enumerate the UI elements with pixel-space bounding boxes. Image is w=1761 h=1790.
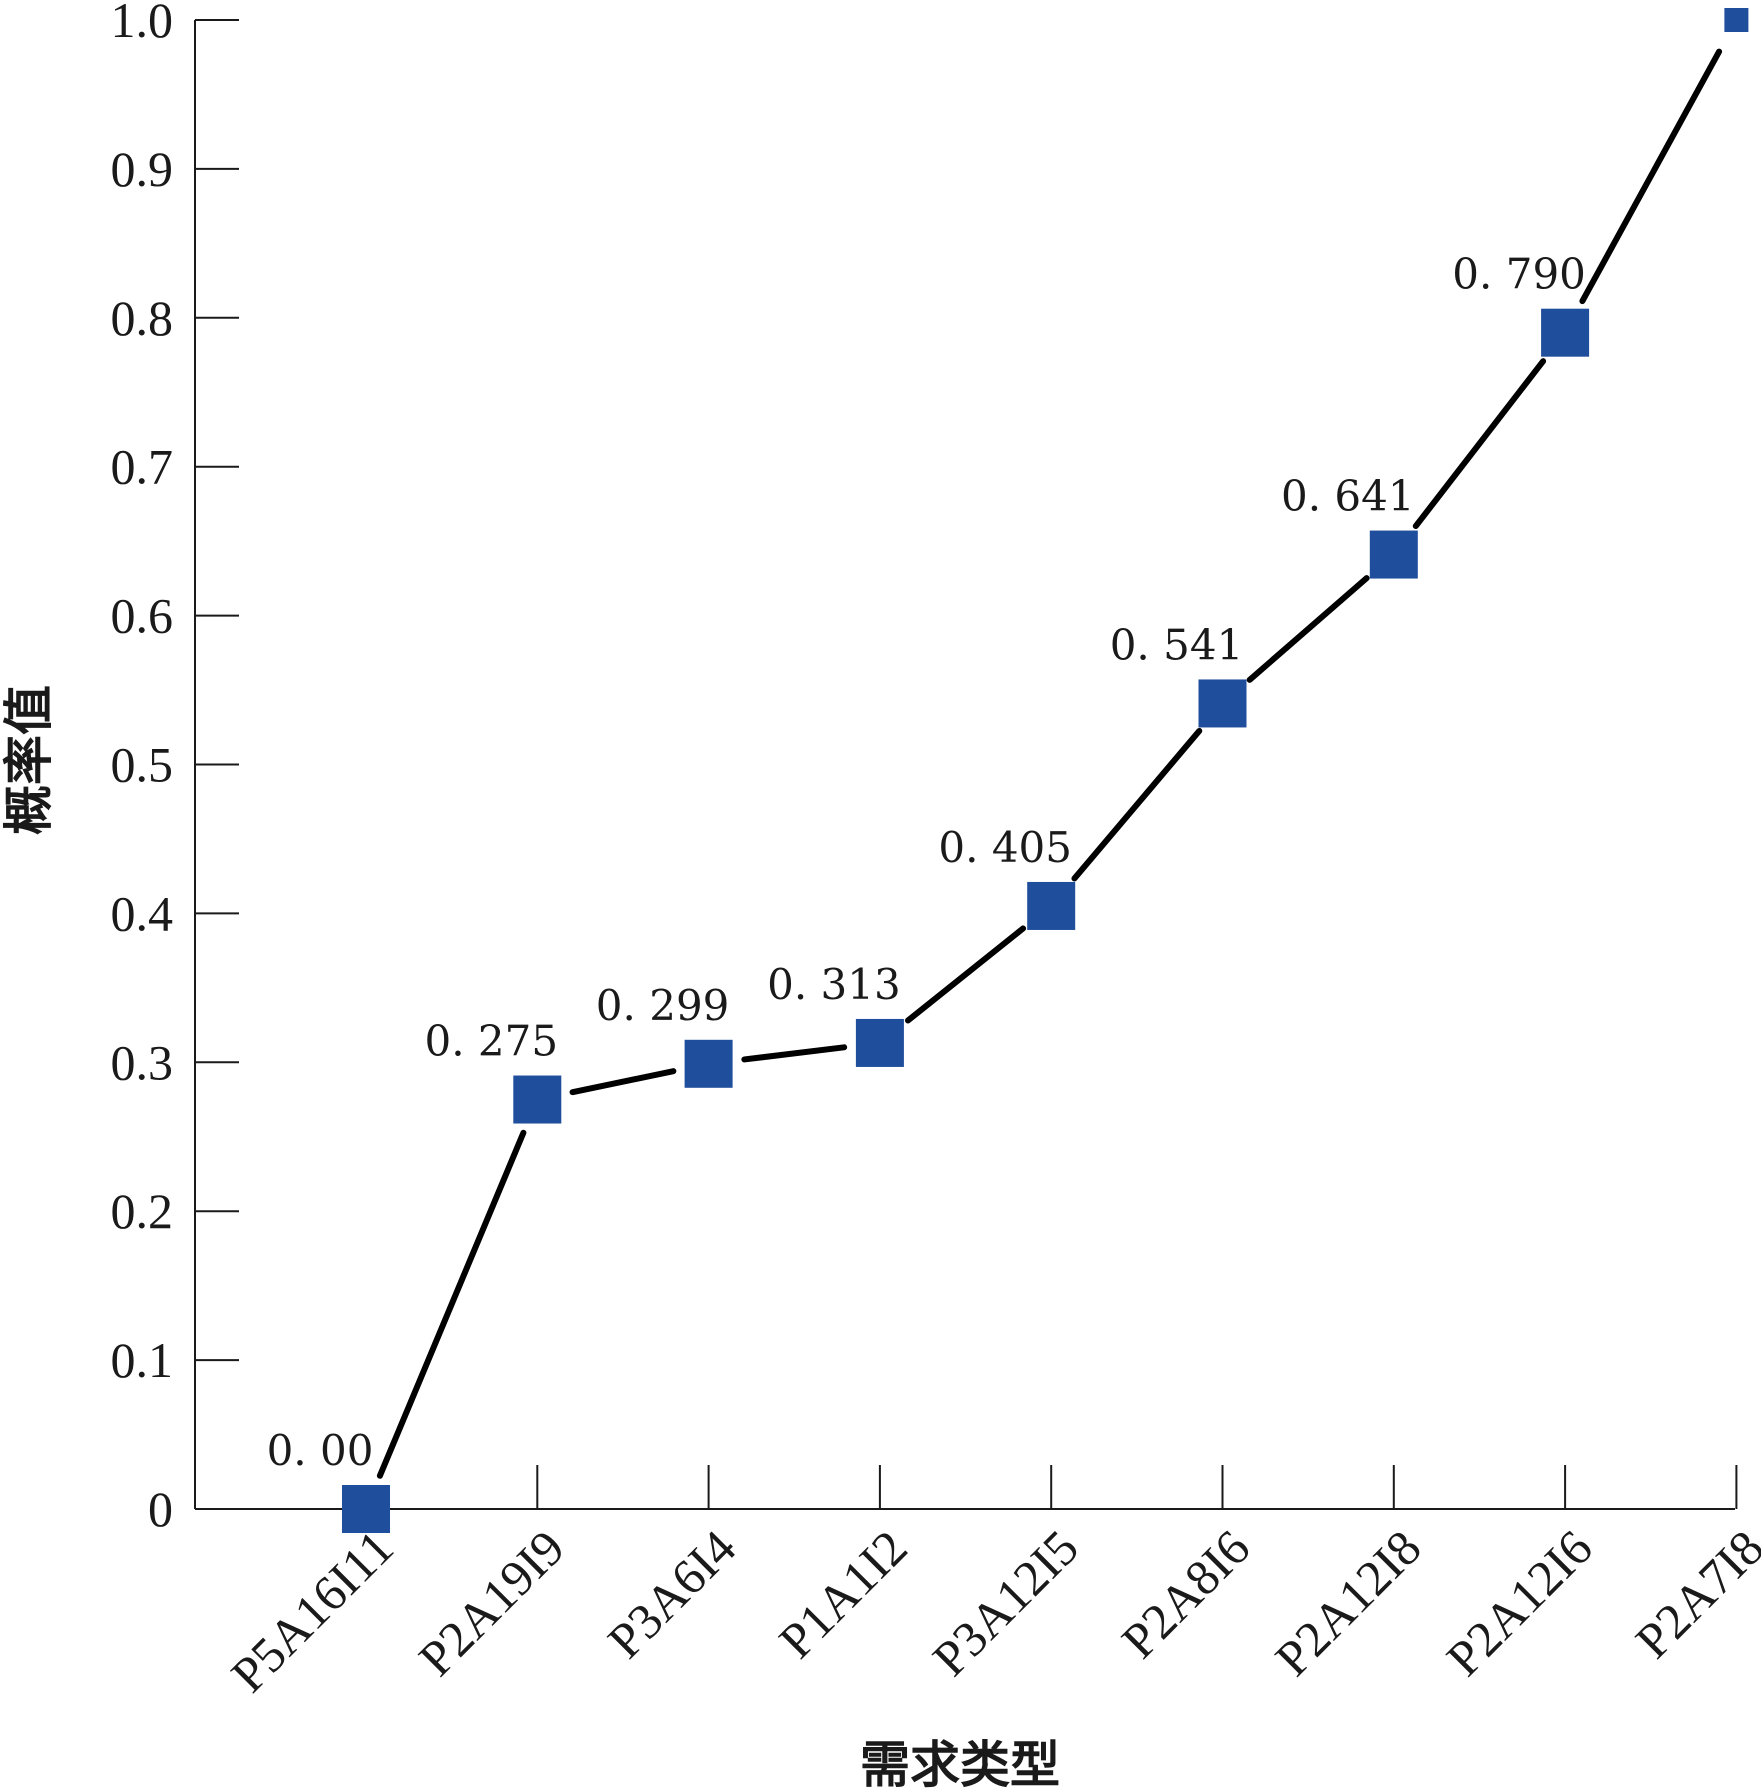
x-tick-label: P1A1I2 [768, 1519, 918, 1669]
series-segment [1412, 358, 1547, 530]
x-tick-label: P2A19I9 [408, 1519, 575, 1686]
data-point-marker [513, 1075, 562, 1124]
series-segment [1071, 727, 1203, 882]
data-value-label: 0. 641 [1281, 472, 1415, 521]
data-value-label: 0. 790 [1452, 250, 1586, 299]
data-point-marker [1369, 530, 1418, 579]
x-tick-label: P2A12I8 [1264, 1519, 1431, 1686]
data-point-marker [1541, 308, 1590, 357]
y-tick-label: 1.0 [111, 0, 174, 48]
y-axis-ticks: 0 0.1 0.2 0.3 0.4 0.5 0.6 0.7 0.8 0.9 1.0 [111, 0, 239, 1537]
y-tick-label: 0.2 [111, 1183, 174, 1239]
data-point-marker [1027, 881, 1076, 930]
series-segment [905, 925, 1027, 1024]
data-value-label: 0. 313 [767, 960, 901, 1009]
series-segment [741, 1044, 848, 1063]
y-tick-label: 0.8 [111, 290, 174, 346]
data-value-label: 0. 00 [267, 1426, 374, 1475]
x-tick-label: P2A8I6 [1111, 1519, 1261, 1669]
x-tick-label: P5A16I11 [220, 1519, 404, 1703]
data-point-marker [1724, 8, 1749, 32]
y-axis-title: 概率值 [0, 685, 58, 835]
x-axis-title: 需求类型 [860, 1736, 1060, 1790]
y-tick-label: 0.7 [111, 439, 174, 495]
data-point-marker [1198, 679, 1247, 728]
y-tick-label: 0.1 [111, 1332, 174, 1388]
y-tick-label: 0.5 [111, 737, 174, 793]
data-labels: 0. 00 0. 275 0. 299 0. 313 0. 405 0. 541 0. 64… [267, 250, 1586, 1475]
series-segment [376, 1129, 527, 1479]
data-point-marker [855, 1018, 904, 1067]
data-point-marker [684, 1039, 733, 1088]
y-tick-label: 0.6 [111, 588, 174, 644]
data-value-label: 0. 541 [1110, 620, 1244, 669]
series-line [376, 48, 1723, 1479]
axes [194, 20, 1735, 1510]
x-tick-label: P3A6I4 [597, 1519, 747, 1669]
x-tick-label: P2A12I6 [1436, 1519, 1603, 1686]
x-tick-label: P3A12I5 [922, 1519, 1089, 1686]
series-markers [342, 8, 1749, 1533]
y-tick-label: 0 [148, 1481, 173, 1537]
y-tick-label: 0.3 [111, 1034, 174, 1090]
series-segment [569, 1068, 677, 1096]
series-segment [1246, 575, 1370, 683]
data-value-label: 0. 405 [938, 823, 1072, 872]
y-tick-label: 0.9 [111, 141, 174, 197]
data-point-marker [342, 1485, 390, 1533]
y-tick-label: 0.4 [111, 885, 174, 941]
data-value-label: 0. 275 [425, 1017, 559, 1066]
series-segment [1579, 48, 1723, 305]
x-axis-ticks: P5A16I11 P2A19I9 P3A6I4 P1A1I2 P3A12I5 P2A8I6… [220, 1465, 1761, 1703]
data-value-label: 0. 299 [596, 981, 730, 1030]
x-tick-label: P2A7I8 [1625, 1519, 1761, 1669]
